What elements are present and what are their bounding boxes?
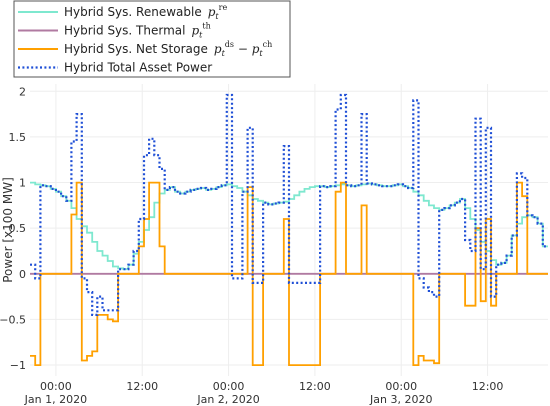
x-tick-label: 00:00 bbox=[40, 380, 72, 393]
x-tick-label: 00:00 bbox=[385, 380, 417, 393]
y-axis: −1 −0.5 0 0.5 1 1.5 2 bbox=[0, 85, 26, 372]
legend-item-net-storage[interactable]: Hybrid Sys. Net Storage ptds − ptch bbox=[18, 40, 272, 58]
y-tick-label: 2 bbox=[19, 85, 26, 98]
series-group bbox=[30, 93, 548, 366]
x-tick-label: 12:00 bbox=[472, 380, 504, 393]
legend-item-total-asset-power[interactable]: Hybrid Total Asset Power bbox=[18, 61, 212, 75]
x-tick-date-label: Jan 3, 2020 bbox=[369, 393, 432, 406]
y-tick-label: 1 bbox=[19, 177, 26, 190]
legend-item-thermal[interactable]: Hybrid Sys. Thermal ptth bbox=[18, 22, 211, 40]
legend-math: ptth bbox=[191, 22, 210, 40]
x-tick-date-label: Jan 1, 2020 bbox=[24, 393, 87, 406]
legend-math: ptre bbox=[208, 3, 228, 21]
y-tick-label: −1 bbox=[10, 359, 26, 372]
legend-label: Hybrid Sys. Net Storage bbox=[64, 42, 208, 56]
legend-label: Hybrid Sys. Renewable bbox=[64, 5, 202, 19]
x-tick-label: 00:00 bbox=[213, 380, 245, 393]
legend-box bbox=[13, 0, 291, 78]
y-axis-title: Power [x100 MW] bbox=[1, 177, 15, 283]
y-tick-label: 0 bbox=[19, 268, 26, 281]
x-tick-label: 12:00 bbox=[126, 380, 158, 393]
y-tick-label: −0.5 bbox=[0, 313, 26, 326]
series-line-total-asset-power bbox=[30, 93, 548, 316]
x-tick-date-label: Jan 2, 2020 bbox=[196, 393, 259, 406]
legend-item-renewable[interactable]: Hybrid Sys. Renewable ptre bbox=[18, 3, 227, 21]
legend-label: Hybrid Sys. Thermal bbox=[64, 24, 185, 38]
series-line-renewable bbox=[30, 181, 548, 271]
legend-math: ptds − ptch bbox=[214, 40, 272, 58]
series-line-net-storage bbox=[30, 181, 548, 366]
y-tick-label: 0.5 bbox=[9, 222, 27, 235]
y-tick-label: 1.5 bbox=[9, 131, 27, 144]
legend-label: Hybrid Total Asset Power bbox=[64, 61, 212, 75]
x-tick-label: 12:00 bbox=[299, 380, 331, 393]
